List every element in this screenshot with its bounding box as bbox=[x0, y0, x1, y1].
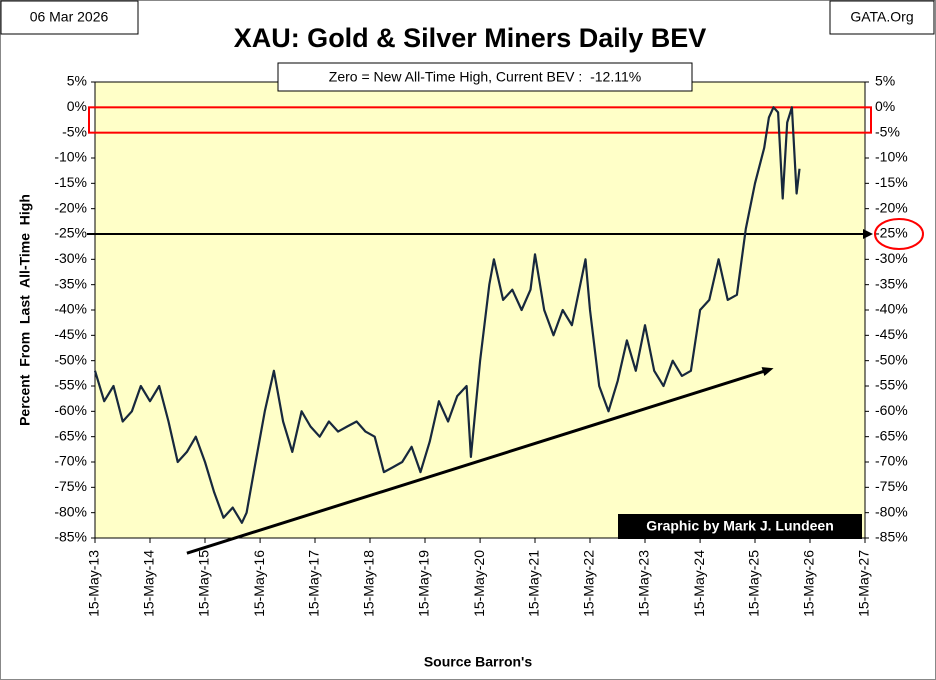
x-tick-label: 15-May-24 bbox=[691, 550, 707, 617]
y2-tick-label: -15% bbox=[875, 174, 908, 190]
reference-arrowhead bbox=[863, 229, 873, 239]
reference-circle bbox=[874, 218, 924, 250]
y2-tick-label: -40% bbox=[875, 301, 908, 317]
y-tick-label: -40% bbox=[54, 301, 87, 317]
subtitle-box bbox=[277, 62, 693, 92]
credit: Graphic by Mark J. Lundeen bbox=[646, 518, 834, 534]
y2-tick-label: -50% bbox=[875, 351, 908, 367]
plot-area bbox=[94, 81, 866, 539]
y-tick-label: -35% bbox=[54, 275, 87, 291]
x-tick-label: 15-May-17 bbox=[306, 550, 322, 617]
y2-tick-label: -25% bbox=[875, 225, 908, 241]
y2-tick-label: -30% bbox=[875, 250, 908, 266]
y2-tick-label: -55% bbox=[875, 377, 908, 393]
date-stamp: 06 Mar 2026 bbox=[30, 9, 109, 25]
y2-tick-label: -65% bbox=[875, 427, 908, 443]
y-tick-label: -10% bbox=[54, 149, 87, 165]
x-tick-label: 15-May-26 bbox=[801, 550, 817, 617]
y2-tick-label: -10% bbox=[875, 149, 908, 165]
x-tick-label: 15-May-20 bbox=[471, 550, 487, 617]
y2-tick-label: -70% bbox=[875, 453, 908, 469]
y-tick-label: -60% bbox=[54, 402, 87, 418]
y2-tick-label: -75% bbox=[875, 478, 908, 494]
y2-tick-label: -60% bbox=[875, 402, 908, 418]
y-tick-label: -55% bbox=[54, 377, 87, 393]
x-tick-label: 15-May-27 bbox=[856, 550, 872, 617]
x-tick-label: 15-May-13 bbox=[86, 550, 102, 617]
y2-tick-label: 5% bbox=[875, 73, 895, 89]
y2-tick-label: -35% bbox=[875, 275, 908, 291]
y-tick-label: 0% bbox=[67, 98, 87, 114]
y-tick-label: -15% bbox=[54, 174, 87, 190]
x-tick-label: 15-May-19 bbox=[416, 550, 432, 617]
date-box bbox=[0, 0, 139, 35]
site-box bbox=[829, 0, 935, 35]
y2-tick-label: 0% bbox=[875, 98, 895, 114]
y-tick-label: -50% bbox=[54, 351, 87, 367]
chart-title: XAU: Gold & Silver Miners Daily BEV bbox=[234, 23, 707, 53]
y-tick-label: -80% bbox=[54, 503, 87, 519]
x-tick-label: 15-May-16 bbox=[251, 550, 267, 617]
subtitle: Zero = New All-Time High, Current BEV : … bbox=[329, 69, 641, 85]
plot: 5% 5% 0% 0% -5% -5% -10% -10% -15% -15% -20% -20% -2… bbox=[54, 73, 924, 617]
trend-arrow bbox=[186, 369, 767, 555]
y-axis-label: Percent From Last All-Time High bbox=[17, 194, 33, 426]
x-tick-label: 15-May-14 bbox=[141, 550, 157, 617]
y-tick-label: -75% bbox=[54, 478, 87, 494]
y2-tick-label: -45% bbox=[875, 326, 908, 342]
x-tick-label: 15-May-23 bbox=[636, 550, 652, 617]
x-axis-label: Source Barron's bbox=[424, 654, 533, 670]
highlight-band bbox=[88, 106, 872, 134]
x-tick-label: 15-May-15 bbox=[196, 550, 212, 617]
trend-arrowhead bbox=[761, 367, 774, 377]
source-site: GATA.Org bbox=[850, 9, 913, 25]
y-tick-label: -70% bbox=[54, 453, 87, 469]
x-tick-label: 15-May-21 bbox=[526, 550, 542, 617]
y2-tick-label: -85% bbox=[875, 529, 908, 545]
y2-tick-label: -20% bbox=[875, 199, 908, 215]
credit-box bbox=[618, 514, 862, 539]
y-tick-label: -30% bbox=[54, 250, 87, 266]
y-tick-label: -20% bbox=[54, 199, 87, 215]
x-tick-label: 15-May-22 bbox=[581, 550, 597, 617]
y-tick-label: -5% bbox=[62, 123, 87, 139]
y-tick-label: -25% bbox=[54, 225, 87, 241]
y-tick-label: -65% bbox=[54, 427, 87, 443]
x-tick-label: 15-May-18 bbox=[361, 550, 377, 617]
y-tick-label: -45% bbox=[54, 326, 87, 342]
x-tick-label: 15-May-25 bbox=[746, 550, 762, 617]
series-line bbox=[93, 106, 801, 524]
y-tick-label: -85% bbox=[54, 529, 87, 545]
y2-tick-label: -5% bbox=[875, 123, 900, 139]
y2-tick-label: -80% bbox=[875, 503, 908, 519]
y-tick-label: 5% bbox=[67, 73, 87, 89]
